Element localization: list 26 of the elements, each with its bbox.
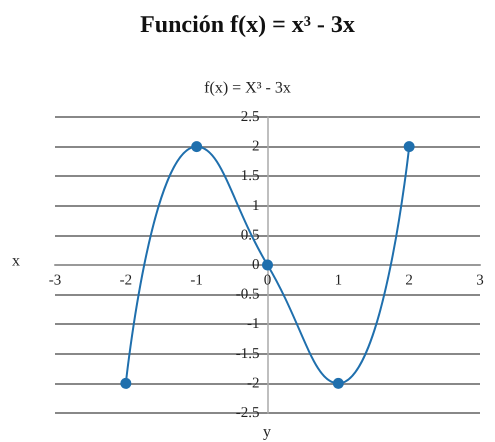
x-axis-title: y — [263, 424, 271, 440]
x-tick-label: 0 — [264, 272, 272, 288]
y-tick-label: -0.5 — [236, 286, 260, 303]
chart-subtitle: f(x) = X³ - 3x — [204, 80, 291, 96]
y-tick-label: 2.5 — [240, 109, 260, 125]
y-tick-label: -1 — [247, 316, 260, 332]
y-tick-label: -1.5 — [236, 346, 260, 362]
y-tick-label: 0 — [252, 257, 260, 273]
point — [332, 378, 344, 389]
point — [262, 260, 273, 270]
y-tick-label: -2.5 — [236, 405, 260, 421]
point — [404, 141, 415, 152]
point — [120, 378, 132, 389]
point — [191, 141, 202, 152]
y-tick-label: -2 — [247, 375, 260, 392]
x-tick-label: 1 — [334, 272, 342, 288]
y-tick-label: 1 — [252, 198, 260, 214]
x-tick-label: -2 — [120, 272, 132, 288]
x-tick-label: -1 — [190, 272, 203, 288]
x-tick-label: 3 — [476, 272, 484, 288]
y-tick-label: 1.5 — [240, 168, 260, 184]
chart-title: Función f(x) = x³ - 3x — [140, 12, 355, 38]
y-tick-label: 2 — [252, 138, 260, 155]
y-axis-title: x — [12, 252, 20, 270]
x-tick-label: -3 — [48, 272, 62, 288]
x-tick-label: 2 — [405, 272, 413, 288]
